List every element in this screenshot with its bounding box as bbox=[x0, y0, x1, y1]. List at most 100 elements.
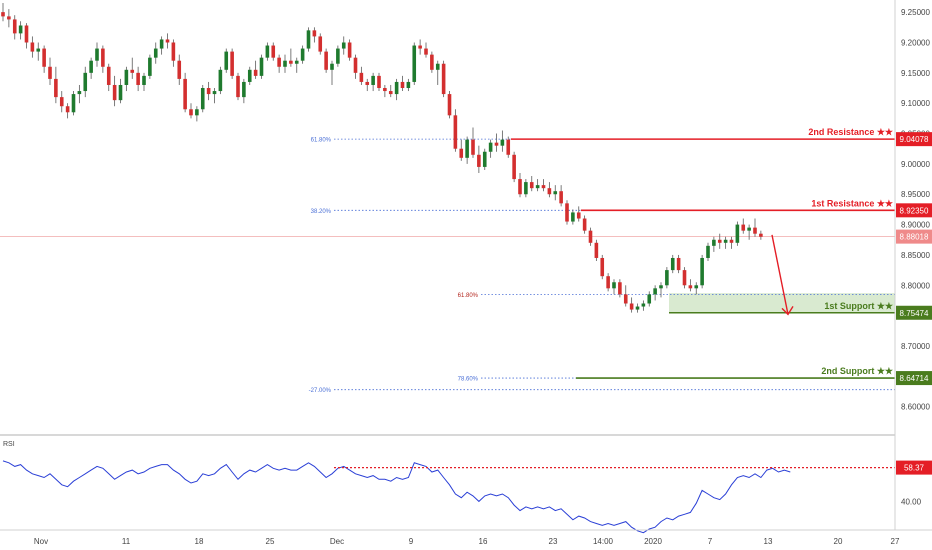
candle-body bbox=[130, 69, 135, 73]
rsi-pane: 58.37 40.00 RSI bbox=[2, 441, 932, 534]
support-zone-rect bbox=[669, 293, 895, 313]
candle-body bbox=[612, 282, 616, 289]
candle-body bbox=[588, 230, 593, 243]
candle-body bbox=[659, 285, 663, 289]
rsi-level-tag-value: 58.37 bbox=[904, 464, 925, 473]
candle-body bbox=[670, 257, 675, 271]
candle-body bbox=[506, 139, 511, 155]
candlestick-series bbox=[1, 3, 763, 313]
candle-body bbox=[635, 306, 640, 310]
time-tick-label: 13 bbox=[764, 537, 773, 546]
candle-body bbox=[259, 57, 264, 76]
axis-price-tags: 9.04078 8.92350 8.75474 8.64714 8.88018 bbox=[896, 132, 932, 386]
candle-body bbox=[183, 78, 187, 110]
candle-body bbox=[430, 54, 434, 70]
price-tag-bg bbox=[896, 371, 932, 386]
time-tick-label: 11 bbox=[122, 537, 131, 546]
candle-body bbox=[189, 109, 193, 116]
candle-body bbox=[30, 42, 35, 52]
candle-body bbox=[7, 16, 11, 20]
candle-body bbox=[435, 63, 440, 70]
rsi-line bbox=[2, 460, 791, 534]
candle-body bbox=[594, 242, 599, 258]
candle-body bbox=[406, 81, 411, 89]
last-price-tag-bg bbox=[896, 229, 932, 244]
candle-body bbox=[418, 45, 422, 49]
candle-body bbox=[330, 63, 334, 70]
candle-body bbox=[541, 185, 546, 189]
candle-body bbox=[500, 139, 505, 146]
candle-body bbox=[200, 88, 205, 110]
price-tick-label: 8.85000 bbox=[901, 251, 930, 260]
candle-body bbox=[512, 154, 516, 180]
level-name: 2nd Support ★★ bbox=[821, 366, 894, 376]
fib-label: 61.80% bbox=[458, 293, 479, 299]
price-tag-value: 8.92350 bbox=[900, 206, 929, 215]
candle-body bbox=[77, 91, 82, 95]
candle-body bbox=[306, 30, 311, 49]
candle-body bbox=[383, 88, 387, 92]
candle-body bbox=[177, 60, 182, 79]
candle-body bbox=[571, 212, 575, 222]
candle-body bbox=[36, 48, 41, 52]
candle-body bbox=[24, 25, 29, 43]
candle-body bbox=[477, 154, 481, 167]
candle-body bbox=[565, 203, 569, 222]
candle-body bbox=[48, 66, 52, 79]
candle-body bbox=[300, 48, 305, 61]
candle-body bbox=[142, 75, 146, 85]
price-tick-label: 8.70000 bbox=[901, 342, 930, 351]
candle-body bbox=[394, 81, 399, 95]
candle-body bbox=[482, 151, 487, 167]
price-tag-bg bbox=[896, 203, 932, 218]
candle-body bbox=[153, 48, 158, 58]
candle-body bbox=[118, 84, 123, 101]
candle-body bbox=[59, 97, 64, 107]
level-name: 1st Support ★★ bbox=[824, 301, 894, 311]
price-tag-value: 8.64714 bbox=[900, 374, 929, 383]
candle-body bbox=[371, 75, 375, 85]
candle-body bbox=[600, 257, 605, 277]
support-zone bbox=[669, 293, 895, 313]
candle-body bbox=[353, 57, 358, 73]
price-tag-bg bbox=[896, 132, 932, 147]
candle-body bbox=[629, 303, 634, 310]
candle-body bbox=[359, 72, 364, 82]
time-tick-label: 18 bbox=[195, 537, 204, 546]
fib-label: 38.20% bbox=[311, 209, 332, 215]
candle-body bbox=[735, 224, 740, 243]
candle-body bbox=[459, 148, 464, 158]
candle-body bbox=[54, 78, 58, 98]
candle-body bbox=[294, 60, 299, 64]
price-tick-label: 8.95000 bbox=[901, 190, 930, 199]
price-tick-label: 9.20000 bbox=[901, 38, 930, 47]
candle-body bbox=[400, 81, 405, 89]
candle-body bbox=[641, 303, 646, 307]
time-tick-label: 9 bbox=[409, 537, 414, 546]
candle-body bbox=[71, 94, 76, 113]
candle-body bbox=[682, 270, 687, 286]
arrow-shaft bbox=[771, 234, 789, 315]
candle-body bbox=[136, 72, 140, 85]
support-resistance-levels: 2nd Resistance ★★ 1st Resistance ★★ 1st Su… bbox=[511, 127, 895, 379]
candle-body bbox=[747, 227, 751, 231]
candle-body bbox=[271, 45, 276, 58]
candle-body bbox=[65, 106, 70, 113]
candle-body bbox=[494, 142, 499, 146]
time-tick-label: 23 bbox=[549, 537, 558, 546]
candle-body bbox=[224, 51, 229, 70]
candle-body bbox=[465, 139, 469, 158]
candle-body bbox=[171, 42, 176, 61]
candle-body bbox=[89, 60, 93, 73]
candle-body bbox=[647, 294, 652, 304]
price-tag-value: 9.04078 bbox=[900, 135, 929, 144]
candle-body bbox=[665, 270, 669, 286]
candle-body bbox=[618, 282, 622, 295]
candle-body bbox=[559, 191, 563, 204]
candle-body bbox=[324, 51, 328, 70]
candle-body bbox=[195, 109, 199, 116]
time-tick-label: 20 bbox=[834, 537, 843, 546]
rsi-label: RSI bbox=[3, 441, 15, 448]
price-pane-background bbox=[0, 0, 895, 434]
time-tick-label: 25 bbox=[266, 537, 275, 546]
